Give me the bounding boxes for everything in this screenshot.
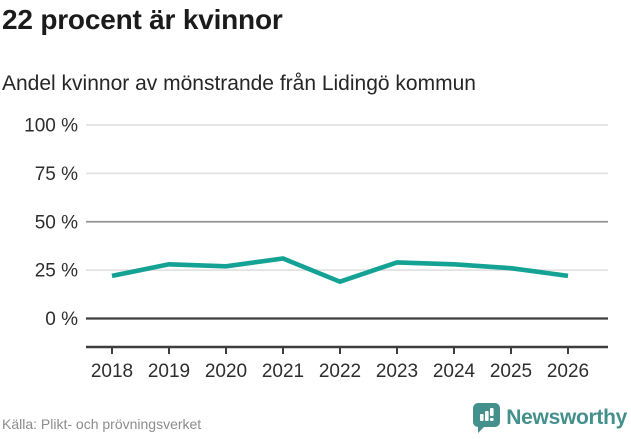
x-tick-label: 2026: [547, 361, 589, 382]
chart-title: 22 procent är kvinnor: [2, 4, 283, 35]
x-tick-label: 2021: [262, 361, 304, 382]
x-tick-label: 2018: [91, 361, 133, 382]
x-tick-label: 2019: [148, 361, 190, 382]
y-tick-label: 25 %: [35, 261, 78, 282]
x-tick-label: 2024: [433, 361, 476, 382]
brand-name: Newsworthy: [506, 406, 627, 429]
x-tick-label: 2022: [319, 361, 361, 382]
y-tick-label: 75 %: [35, 164, 78, 185]
line-chart: 0 % 25 % 50 % 75 % 100 % 2018 2019 2020 2021 2022…: [24, 116, 608, 382]
x-tick-label: 2020: [205, 361, 247, 382]
y-tick-label: 0 %: [45, 309, 78, 330]
y-tick-label: 100 %: [24, 116, 78, 137]
y-tick-label: 50 %: [35, 212, 78, 233]
data-line: [111, 256, 569, 285]
newsworthy-icon: [473, 403, 501, 433]
brand-logo: Newsworthy: [473, 402, 627, 434]
chart-subtitle: Andel kvinnor av mönstrande från Lidingö…: [2, 72, 476, 95]
source-note: Källa: Plikt- och prövningsverket: [2, 416, 202, 432]
x-tick-label: 2023: [376, 361, 418, 382]
x-tick-label: 2025: [490, 361, 532, 382]
